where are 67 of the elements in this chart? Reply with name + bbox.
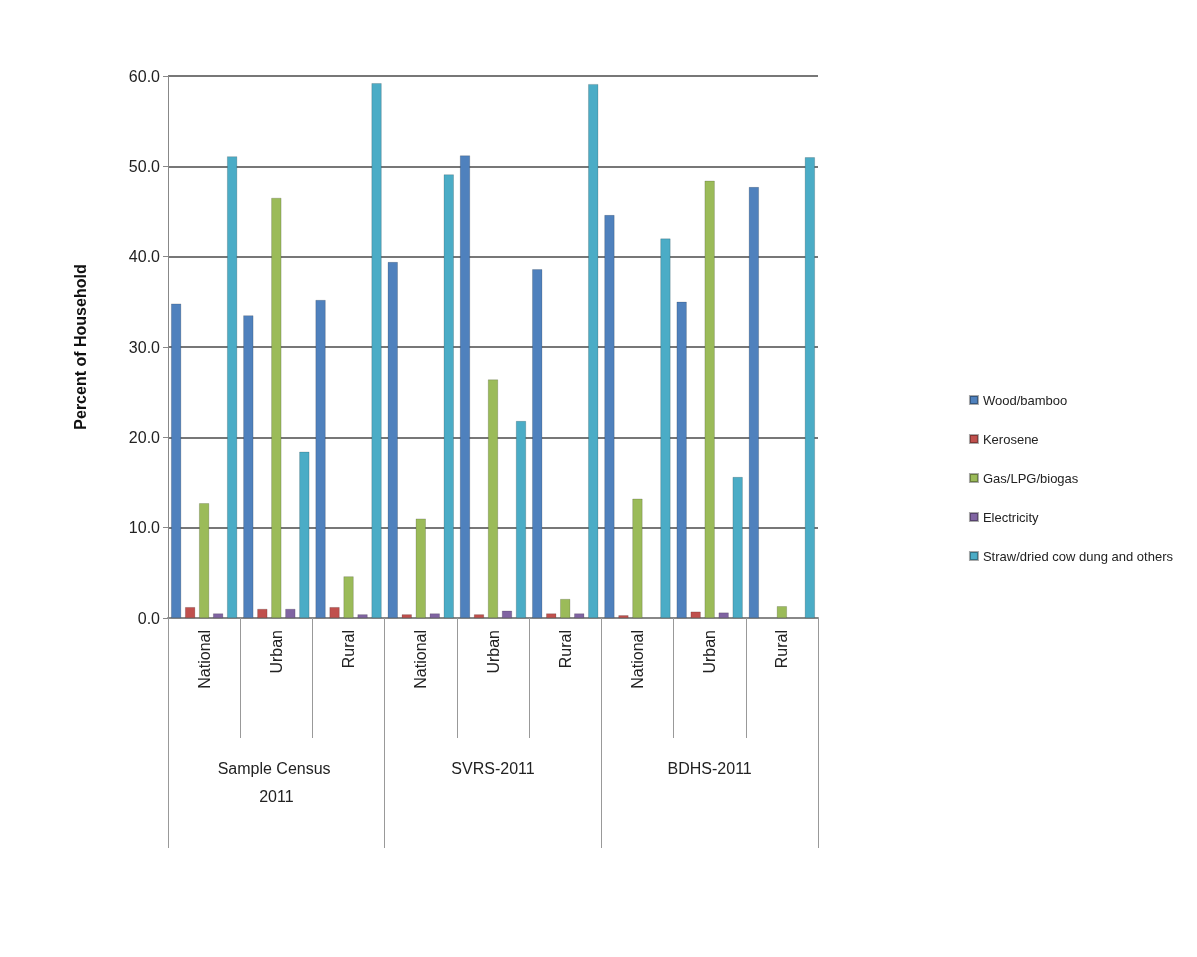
bar bbox=[502, 610, 512, 618]
text: BDHS-2011 bbox=[667, 759, 752, 777]
y-tick-label: 40.0 bbox=[128, 248, 161, 266]
bar bbox=[227, 156, 238, 618]
bar bbox=[776, 606, 787, 618]
bar bbox=[460, 155, 470, 618]
x-tick-label: Urban bbox=[267, 630, 285, 674]
x-tick-label: Urban bbox=[701, 630, 719, 674]
legend-label: Kerosene bbox=[982, 431, 1039, 447]
y-tick-label: 20.0 bbox=[128, 428, 161, 446]
legend-label: Gas/LPG/biogas bbox=[982, 470, 1079, 486]
bar bbox=[257, 608, 268, 618]
bar bbox=[387, 262, 398, 618]
bar bbox=[574, 613, 585, 618]
bar bbox=[171, 303, 182, 618]
bar bbox=[243, 315, 254, 618]
legend-label: Straw/dried cow dung and others bbox=[982, 548, 1174, 564]
bar bbox=[415, 518, 426, 618]
bar bbox=[804, 157, 815, 618]
x-tick-label: Rural bbox=[340, 630, 358, 669]
y-tick-label: 50.0 bbox=[128, 157, 161, 175]
bar bbox=[604, 215, 615, 618]
text: SVRS-2011 bbox=[451, 759, 535, 777]
bar bbox=[401, 614, 412, 618]
y-axis-title: Percent of Household bbox=[71, 264, 89, 430]
bar bbox=[429, 613, 440, 618]
bar bbox=[315, 300, 326, 618]
bar bbox=[532, 269, 543, 618]
bar bbox=[299, 451, 310, 618]
bar bbox=[443, 174, 454, 618]
x-tick-label: Rural bbox=[556, 630, 574, 669]
bar bbox=[285, 608, 296, 618]
bar bbox=[546, 613, 557, 618]
x-tick-label: Rural bbox=[773, 630, 791, 669]
legend-label: Electricity bbox=[982, 509, 1040, 525]
text: Sample Census 2011 bbox=[217, 759, 336, 805]
bar bbox=[560, 599, 571, 618]
y-tick-label: 60.0 bbox=[128, 67, 161, 85]
bar bbox=[516, 421, 526, 618]
bar bbox=[213, 613, 224, 618]
bar bbox=[632, 498, 643, 618]
bar bbox=[357, 614, 368, 618]
y-tick-label: 0.0 bbox=[137, 609, 161, 627]
y-tick-label: 10.0 bbox=[128, 519, 161, 537]
bar bbox=[588, 84, 599, 618]
bar bbox=[704, 180, 715, 618]
bar bbox=[676, 301, 687, 618]
bar bbox=[660, 238, 671, 618]
bar bbox=[718, 612, 729, 618]
bar bbox=[271, 197, 282, 618]
x-tick-label: National bbox=[195, 630, 213, 689]
y-tick-label: 30.0 bbox=[128, 338, 161, 356]
bar bbox=[371, 83, 382, 618]
bar bbox=[618, 615, 629, 618]
x-tick-label: National bbox=[628, 630, 646, 689]
bar bbox=[732, 477, 743, 618]
bar bbox=[488, 379, 498, 618]
bar bbox=[343, 576, 354, 618]
x-tick-label: National bbox=[412, 630, 430, 689]
bar bbox=[199, 503, 210, 618]
x-tick-label: Urban bbox=[484, 630, 502, 674]
bar bbox=[690, 611, 701, 618]
bar bbox=[474, 614, 484, 618]
bar bbox=[748, 187, 759, 618]
bar bbox=[185, 607, 196, 618]
legend-label: Wood/bamboo bbox=[982, 392, 1068, 408]
bar bbox=[329, 607, 340, 618]
